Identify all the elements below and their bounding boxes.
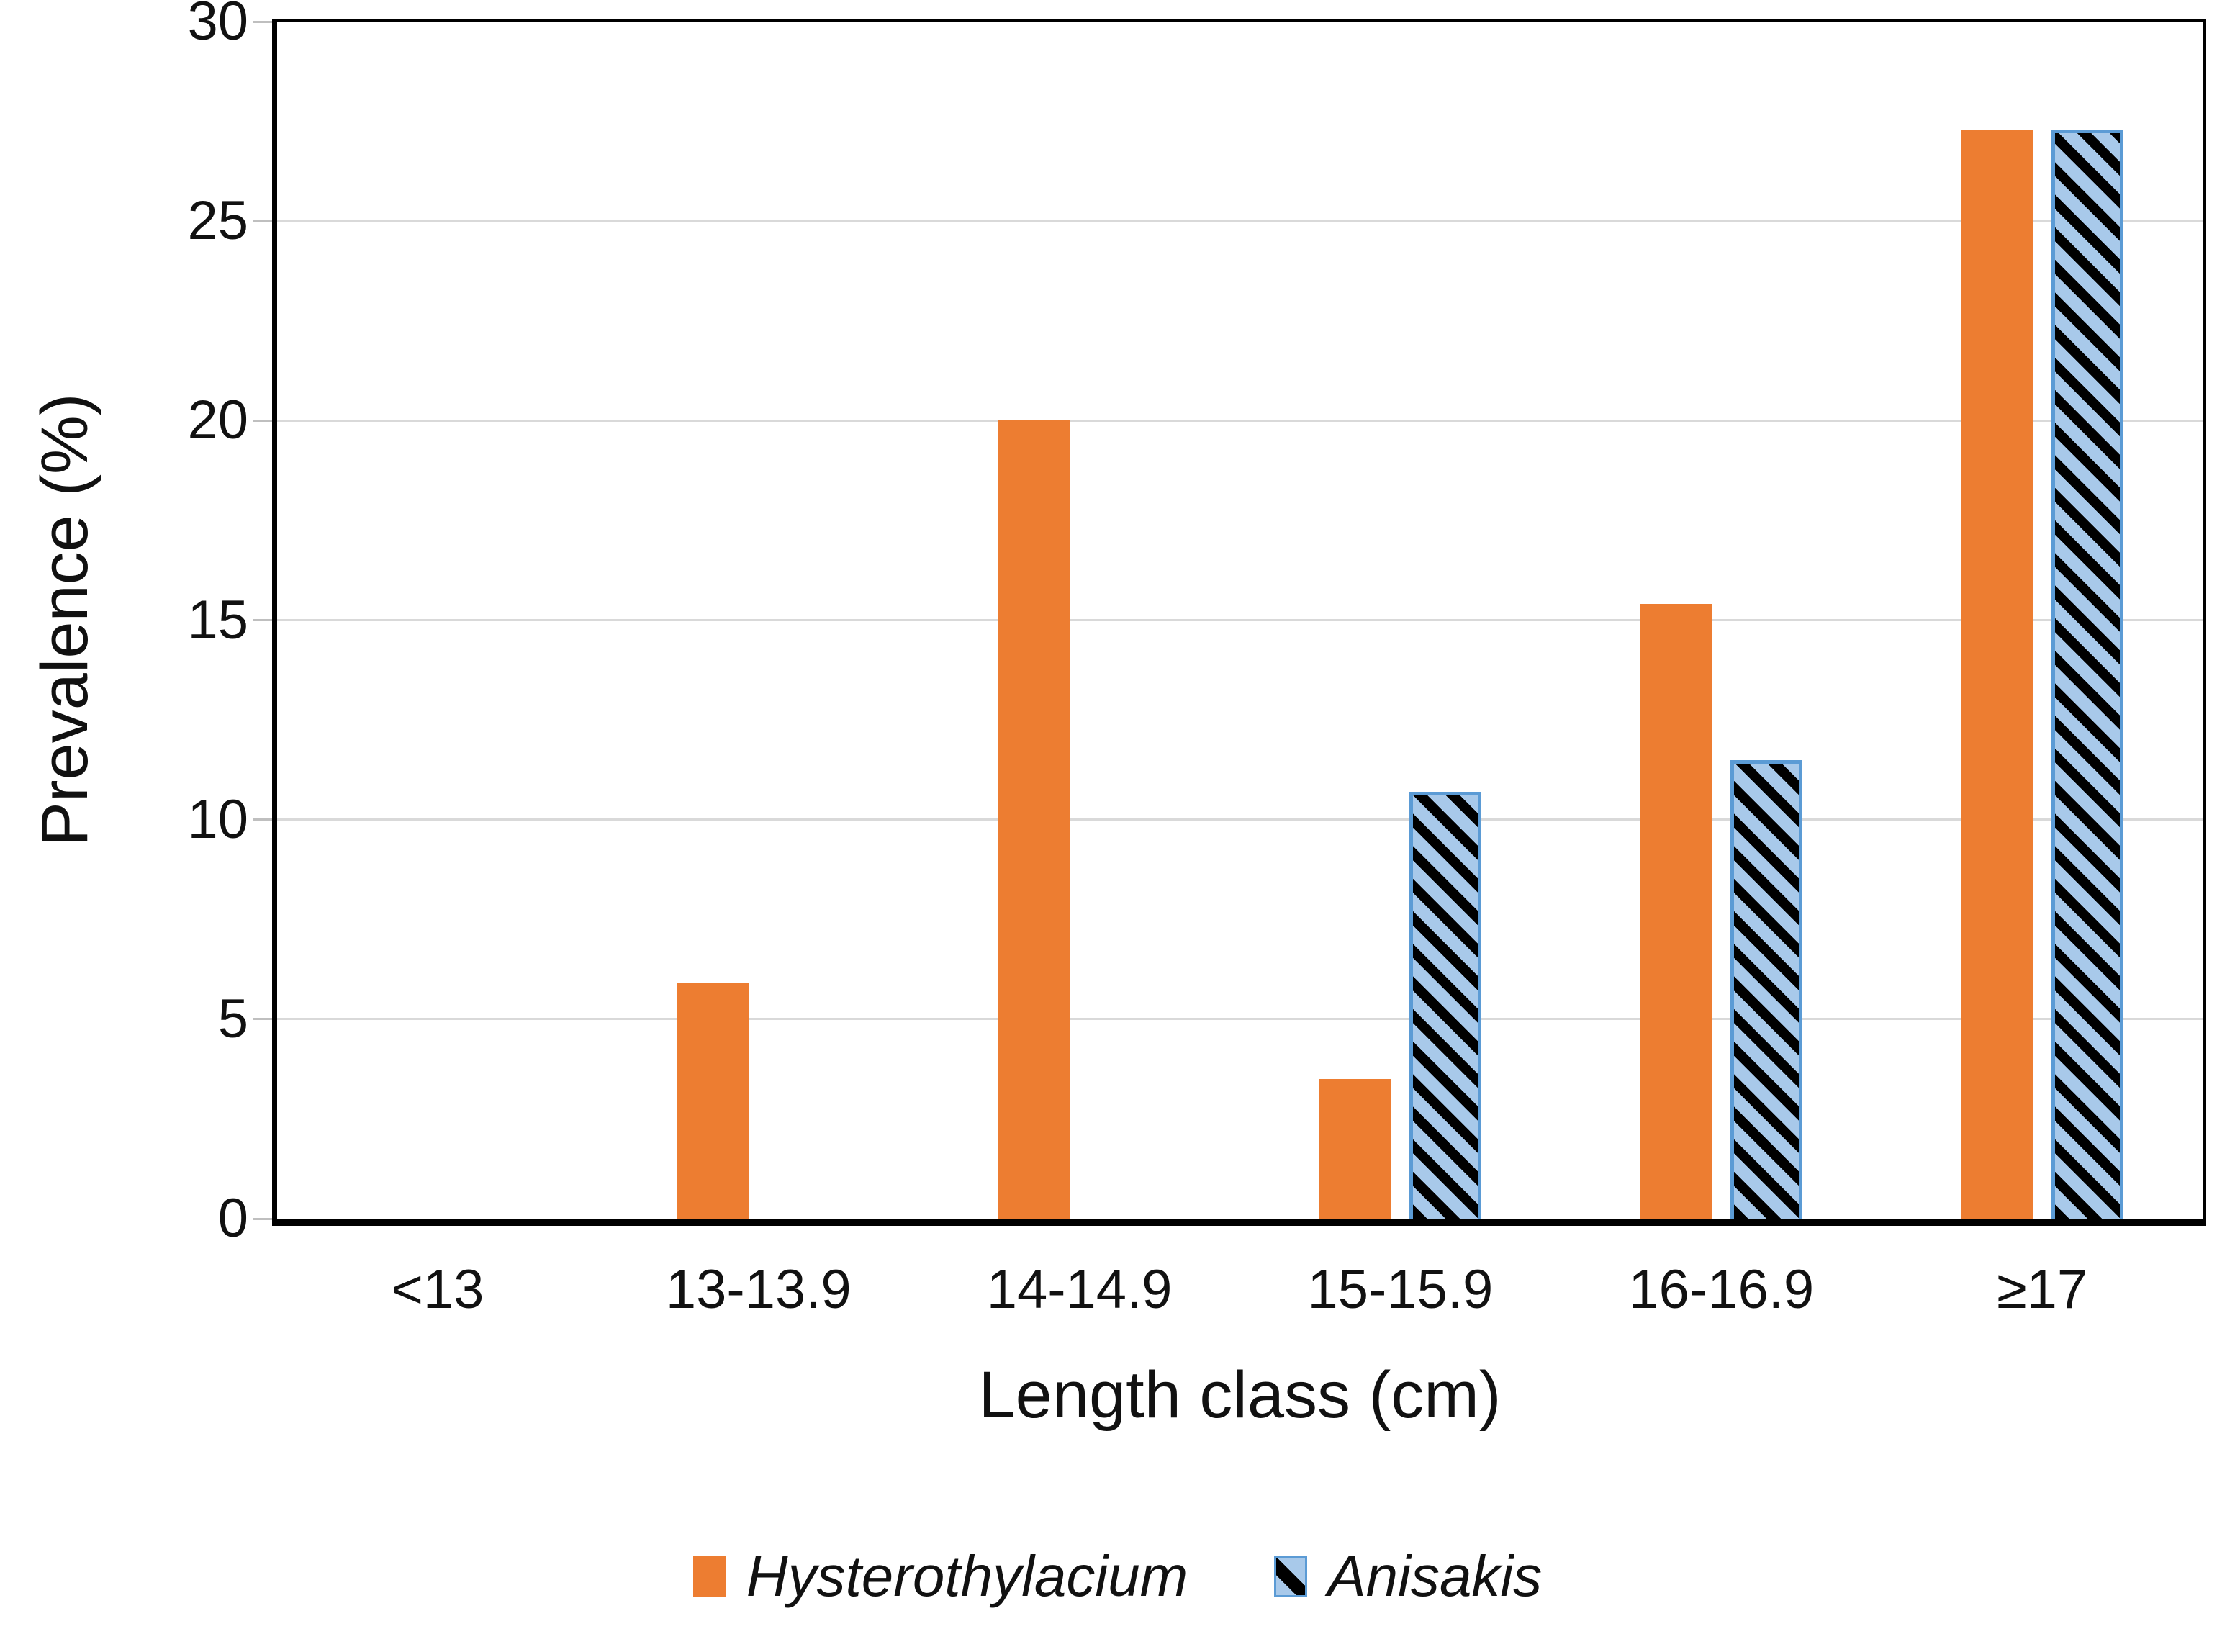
y-tick-mark [253, 619, 272, 621]
y-tick-label: 5 [217, 988, 248, 1050]
y-tick-label: 25 [187, 190, 248, 252]
legend-label-anisakis: Anisakis [1327, 1544, 1543, 1608]
y-tick-label: 30 [187, 0, 248, 52]
y-tick-label: 20 [187, 389, 248, 451]
y-tick-mark [253, 1217, 272, 1220]
y-tick-mark [253, 20, 272, 23]
y-axis-title: Prevalence (%) [28, 393, 101, 847]
y-tick-mark [253, 220, 272, 222]
x-tick-label: 13-13.9 [665, 1259, 852, 1320]
legend-label-hysterothylacium: Hysterothylacium [746, 1544, 1188, 1608]
bar-hysterothylacium-16-16.9 [1640, 604, 1712, 1219]
y-tick-mark [253, 419, 272, 422]
legend: Hysterothylacium Anisakis [0, 1540, 2235, 1612]
x-axis-title: Length class (cm) [978, 1358, 1502, 1432]
gridline [277, 1018, 2203, 1021]
y-tick-mark [253, 1018, 272, 1021]
bar-anisakis-≥17 [2051, 130, 2124, 1219]
gridline [277, 419, 2203, 422]
bar-hysterothylacium-≥17 [1961, 130, 2033, 1219]
x-tick-label: ≥17 [1996, 1259, 2088, 1320]
gridline [277, 818, 2203, 821]
legend-swatch-hysterothylacium [692, 1556, 726, 1597]
gridline [277, 220, 2203, 222]
legend-item-anisakis: Anisakis [1274, 1540, 1542, 1612]
y-tick-label: 0 [217, 1188, 248, 1249]
x-tick-label: 16-16.9 [1628, 1259, 1815, 1320]
bar-anisakis-15-15.9 [1409, 792, 1482, 1219]
gridline [277, 619, 2203, 621]
legend-item-hysterothylacium: Hysterothylacium [692, 1540, 1188, 1612]
y-tick-mark [253, 818, 272, 821]
plot-area [272, 19, 2206, 1226]
x-tick-label: 15-15.9 [1307, 1259, 1494, 1320]
legend-swatch-anisakis [1274, 1556, 1308, 1597]
y-tick-label: 10 [187, 788, 248, 850]
x-tick-label: <13 [391, 1259, 484, 1320]
bar-anisakis-16-16.9 [1730, 760, 1803, 1219]
x-tick-label: 14-14.9 [986, 1259, 1173, 1320]
bar-hysterothylacium-14-14.9 [998, 420, 1070, 1219]
y-tick-label: 15 [187, 589, 248, 651]
bar-hysterothylacium-15-15.9 [1319, 1079, 1391, 1219]
bar-hysterothylacium-13-13.9 [677, 983, 749, 1219]
